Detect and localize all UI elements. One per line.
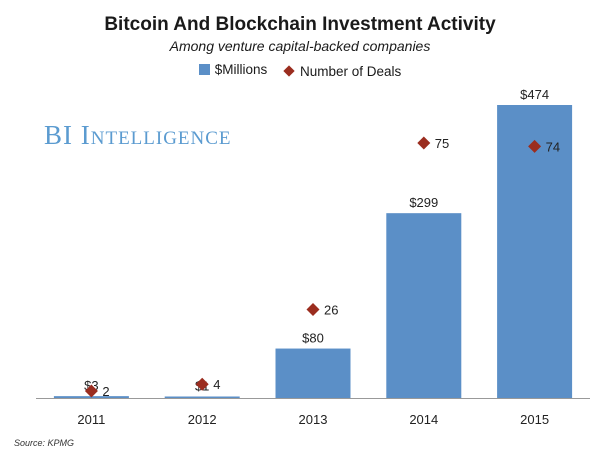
watermark-logo: BI Intelligence bbox=[44, 120, 232, 150]
deal-marker-2012 bbox=[195, 377, 209, 391]
bar-2014 bbox=[386, 213, 462, 398]
deal-label-2013: 26 bbox=[324, 302, 338, 317]
x-tick-label-2015: 2015 bbox=[520, 412, 549, 427]
legend-item-millions: $Millions bbox=[198, 62, 268, 77]
deal-label-2012: 4 bbox=[213, 377, 220, 392]
deal-marker-2013 bbox=[306, 302, 320, 316]
bar-label-2014: $299 bbox=[409, 195, 438, 210]
bar-2012 bbox=[164, 396, 240, 398]
bar-label-2015: $474 bbox=[520, 87, 549, 102]
bar-label-2013: $80 bbox=[302, 331, 324, 346]
deal-marker-2014 bbox=[417, 136, 431, 150]
x-tick-label-2012: 2012 bbox=[188, 412, 217, 427]
source-note: Source: KPMG bbox=[14, 438, 75, 448]
x-tick-label-2011: 2011 bbox=[77, 412, 105, 427]
x-tick-label-2014: 2014 bbox=[409, 412, 438, 427]
legend-item-deals: Number of Deals bbox=[283, 64, 401, 79]
bar-2015 bbox=[497, 105, 573, 398]
deal-marker-2011 bbox=[84, 384, 98, 398]
x-tick-label-2013: 2013 bbox=[299, 412, 328, 427]
deal-label-2015: 74 bbox=[546, 139, 560, 154]
legend: $Millions Number of Deals bbox=[0, 62, 600, 79]
chart-subtitle: Among venture capital-backed companies bbox=[169, 38, 431, 54]
bar-2013 bbox=[275, 348, 351, 398]
legend-swatch-bar bbox=[198, 64, 210, 75]
chart-title: Bitcoin And Blockchain Investment Activi… bbox=[104, 14, 496, 35]
deal-label-2014: 75 bbox=[435, 136, 449, 151]
legend-label-deals: Number of Deals bbox=[300, 63, 402, 79]
deal-marker-2015 bbox=[528, 139, 542, 153]
legend-label-millions: $Millions bbox=[214, 62, 268, 77]
deal-label-2011: 2 bbox=[102, 384, 109, 399]
